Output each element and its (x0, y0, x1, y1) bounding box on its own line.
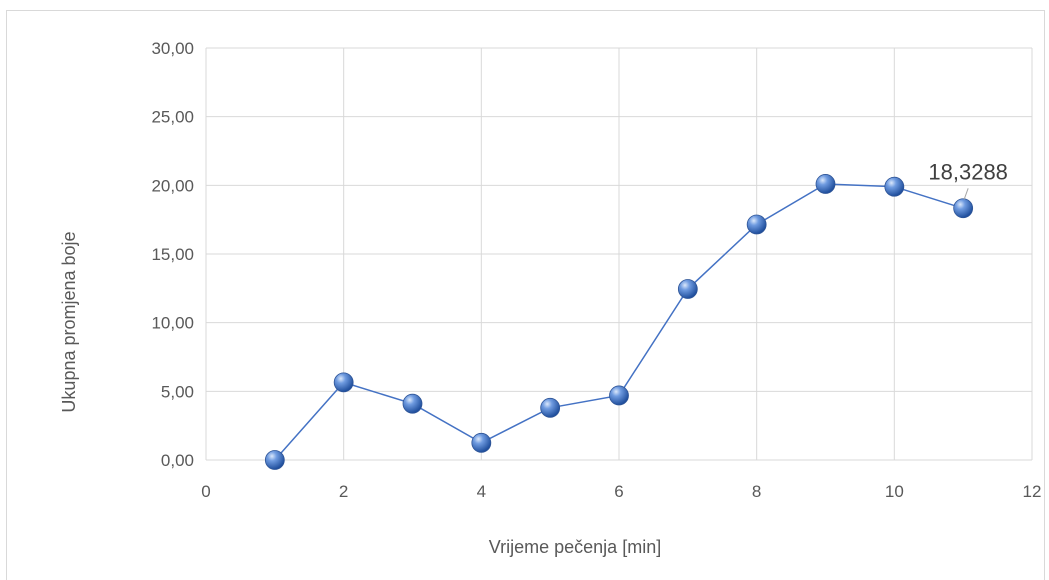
y-tick-label: 30,00 (151, 39, 194, 58)
x-tick-label: 8 (752, 482, 761, 501)
y-tick-label: 10,00 (151, 314, 194, 333)
data-point (815, 174, 836, 194)
y-tick-label: 20,00 (151, 176, 194, 195)
data-point (677, 279, 698, 299)
x-tick-label: 12 (1023, 482, 1042, 501)
x-tick-label: 0 (201, 482, 210, 501)
data-label-leader (963, 188, 969, 200)
data-points (264, 174, 974, 470)
y-tick-label: 25,00 (151, 108, 194, 127)
x-tick-label: 10 (885, 482, 904, 501)
data-point (609, 385, 629, 406)
x-tick-label: 4 (477, 482, 486, 501)
chart-area-border (6, 10, 1045, 580)
data-point (264, 450, 285, 470)
x-axis-title: Vrijeme pečenja [min] (489, 537, 661, 557)
data-point (333, 372, 354, 393)
data-point (953, 198, 974, 219)
data-point (746, 214, 767, 235)
y-tick-label: 0,00 (161, 451, 194, 470)
y-tick-label: 15,00 (151, 245, 194, 264)
x-tick-label: 6 (614, 482, 623, 501)
data-point (471, 432, 492, 453)
y-axis-title: Ukupna promjena boje (59, 231, 79, 412)
x-tick-label: 2 (339, 482, 348, 501)
data-point (402, 393, 423, 414)
y-axis-tick-labels: 0,00 5,00 10,00 15,00 20,00 25,00 30,00 (151, 39, 194, 470)
y-tick-label: 5,00 (161, 382, 194, 401)
data-labels: 18,3288 (928, 159, 1008, 200)
data-label: 18,3288 (928, 159, 1008, 184)
data-point (540, 397, 561, 418)
x-axis-tick-labels: 0 2 4 6 8 10 12 (201, 482, 1041, 501)
data-point (884, 176, 905, 197)
